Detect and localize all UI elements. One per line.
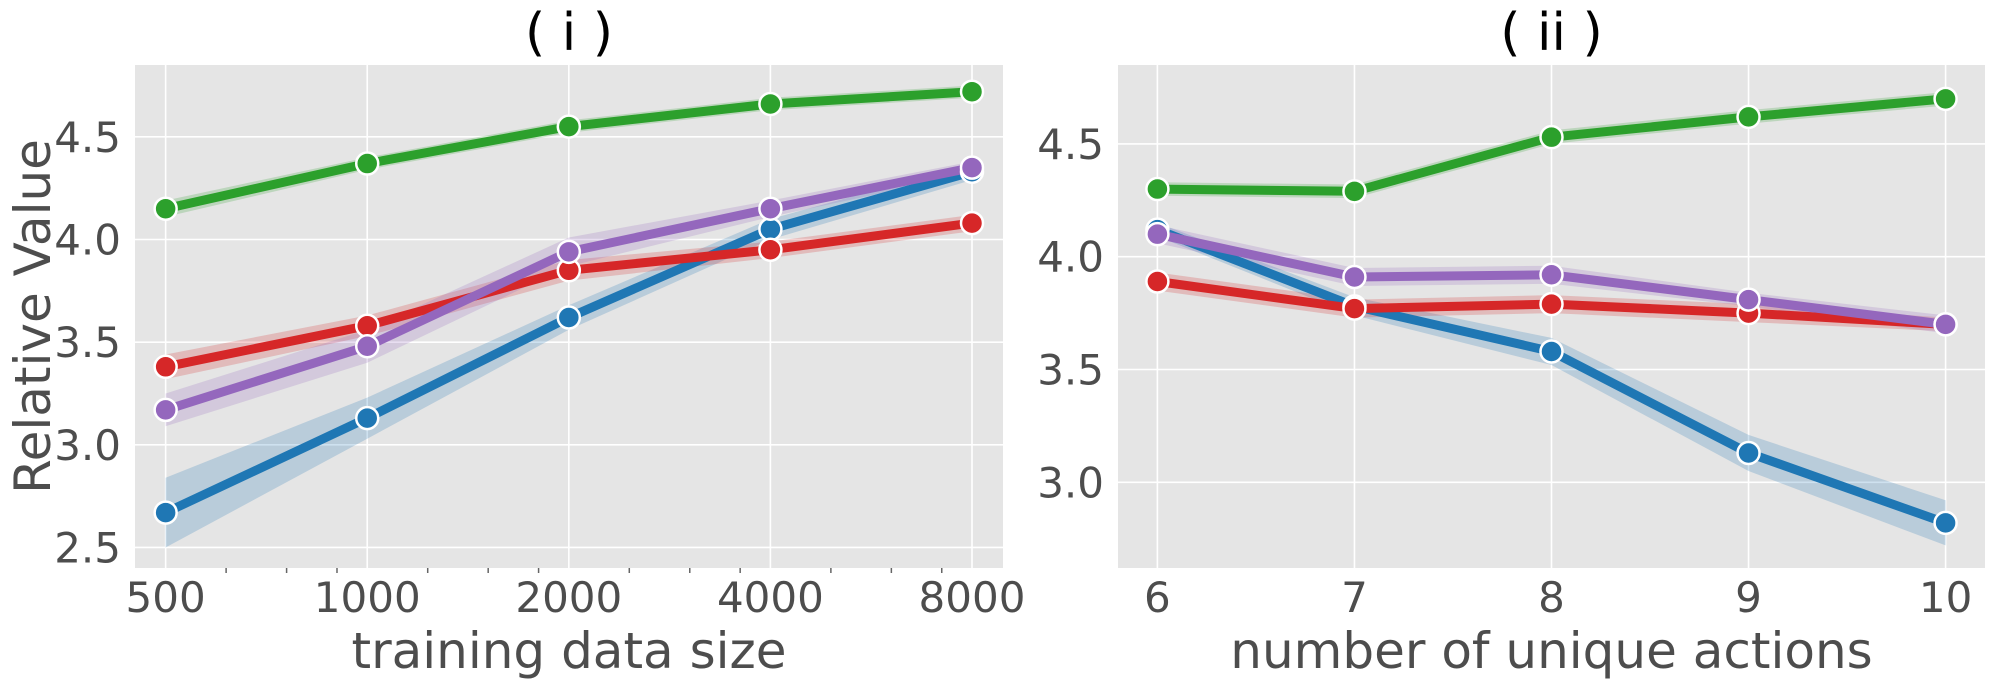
- data-point-blue: [556, 305, 582, 330]
- data-point-green: [1145, 176, 1170, 202]
- data-point-blue: [354, 405, 380, 431]
- y-tick-label: 3.5: [1037, 346, 1104, 395]
- data-point-purple: [1539, 262, 1564, 288]
- data-point-green: [1342, 179, 1367, 204]
- data-point-red: [1145, 269, 1170, 294]
- confidence-band-blue: [165, 163, 973, 548]
- data-point-purple: [1736, 287, 1761, 312]
- data-point-purple: [959, 155, 985, 180]
- y-tick-label: 4.5: [1037, 120, 1104, 169]
- data-point-green: [556, 114, 582, 139]
- data-point-red: [959, 210, 985, 236]
- data-point-red: [758, 237, 783, 263]
- data-point-red: [1342, 296, 1367, 321]
- data-point-blue: [1736, 440, 1761, 466]
- x-tick-label: 8000: [919, 573, 1026, 622]
- x-tick-label: 4000: [717, 573, 824, 622]
- x-tick-label: 8: [1538, 573, 1565, 622]
- data-point-red: [1539, 291, 1564, 317]
- x-tick-label: 2000: [515, 573, 622, 622]
- panel-i: 2.5 3.0 3.5 4.0 4.5 500 1000 2000 4000 8000 ( i ) t…: [4, 3, 1025, 680]
- data-point-purple: [354, 334, 380, 359]
- data-point-green: [1933, 86, 1958, 112]
- y-tick-label: 4.0: [1037, 233, 1104, 282]
- y-tick-label: 4.0: [54, 216, 121, 265]
- panel-title: ( i ): [525, 3, 613, 63]
- data-point-green: [1539, 124, 1564, 150]
- data-point-blue: [153, 500, 178, 525]
- y-axis-label: Relative Value: [4, 139, 62, 494]
- x-tick-label: 6: [1144, 573, 1171, 622]
- data-point-blue: [1539, 339, 1564, 364]
- x-tick-label: 10: [1919, 573, 1972, 622]
- confidence-band-purple: [165, 161, 973, 427]
- x-tick-label: 500: [126, 573, 206, 622]
- data-point-green: [959, 79, 985, 104]
- x-tick-label: 1000: [314, 573, 421, 622]
- y-tick-label: 2.5: [54, 523, 121, 572]
- data-point-green: [354, 151, 380, 176]
- data-point-purple: [556, 239, 582, 265]
- data-point-green: [153, 196, 178, 221]
- y-tick-label: 3.5: [54, 318, 121, 367]
- x-axis-label: training data size: [351, 622, 786, 680]
- data-point-purple: [1342, 264, 1367, 290]
- data-point-green: [758, 91, 783, 117]
- data-point-purple: [1933, 312, 1958, 337]
- data-point-purple: [758, 196, 783, 221]
- panel-title: ( ii ): [1500, 3, 1603, 63]
- data-point-blue: [1933, 510, 1958, 536]
- data-point-blue: [758, 216, 783, 242]
- panel-ii: 3.0 3.5 4.0 4.5 6 7 8 9 10 ( ii ) number of unique…: [1037, 3, 1985, 680]
- data-point-green: [1736, 104, 1761, 130]
- data-point-red: [153, 354, 178, 380]
- y-tick-label: 3.0: [54, 421, 121, 470]
- x-tick-label: 7: [1341, 573, 1368, 622]
- data-point-purple: [1145, 221, 1170, 247]
- y-tick-label: 4.5: [54, 113, 121, 162]
- data-point-purple: [153, 397, 178, 423]
- data-point-red: [354, 313, 380, 338]
- x-axis-label: number of unique actions: [1230, 622, 1872, 680]
- y-tick-label: 3.0: [1037, 458, 1104, 507]
- x-tick-label: 9: [1735, 573, 1762, 622]
